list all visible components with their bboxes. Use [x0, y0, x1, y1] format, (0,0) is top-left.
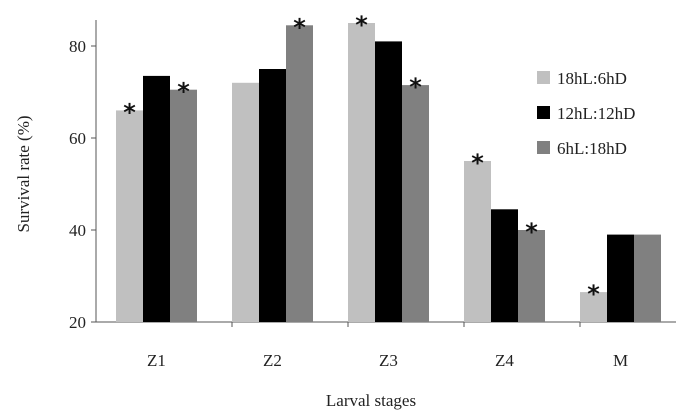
bar — [634, 234, 661, 322]
legend-swatch — [537, 141, 550, 154]
bar — [491, 209, 518, 322]
bars — [116, 23, 661, 323]
bar — [170, 89, 197, 322]
x-tick-label: M — [613, 351, 628, 370]
x-axis-title: Larval stages — [326, 391, 416, 410]
significance-star: * — [587, 280, 600, 308]
legend-swatch — [537, 106, 550, 119]
significance-star: * — [525, 218, 538, 246]
y-axis: 20 40 60 80 — [69, 20, 97, 332]
y-tick-label: 40 — [69, 221, 86, 240]
legend-label: 12hL:12hD — [557, 104, 635, 123]
significance-star: * — [123, 98, 136, 126]
significance-star: * — [409, 73, 422, 101]
y-tick-label: 20 — [69, 313, 86, 332]
significance-star: * — [177, 78, 190, 106]
significance-markers: * * * * * * * * — [123, 11, 600, 308]
x-tick-label: Z4 — [495, 351, 514, 370]
legend-swatch — [537, 71, 550, 84]
y-axis-title: Survival rate (%) — [14, 115, 33, 232]
bar — [232, 82, 259, 322]
bar — [143, 75, 170, 323]
bar — [580, 292, 607, 322]
x-tick-label: Z1 — [147, 351, 166, 370]
bar — [402, 85, 429, 322]
bar — [286, 25, 313, 323]
x-tick-label: Z3 — [379, 351, 398, 370]
legend: 18hL:6hD 12hL:12hD 6hL:18hD — [537, 69, 635, 158]
bar — [375, 41, 402, 323]
bar — [607, 234, 634, 322]
bar — [259, 69, 286, 322]
x-axis: Z1 Z2 Z3 Z4 M — [96, 321, 676, 370]
bar — [348, 23, 375, 322]
legend-label: 18hL:6hD — [557, 69, 627, 88]
y-tick-label: 80 — [69, 37, 86, 56]
legend-label: 6hL:18hD — [557, 139, 627, 158]
bar — [116, 110, 143, 323]
bar — [464, 161, 491, 322]
significance-star: * — [471, 149, 484, 177]
x-tick-label: Z2 — [263, 351, 282, 370]
significance-star: * — [355, 11, 368, 39]
y-tick-label: 60 — [69, 129, 86, 148]
significance-star: * — [293, 13, 306, 41]
bar — [518, 230, 545, 322]
